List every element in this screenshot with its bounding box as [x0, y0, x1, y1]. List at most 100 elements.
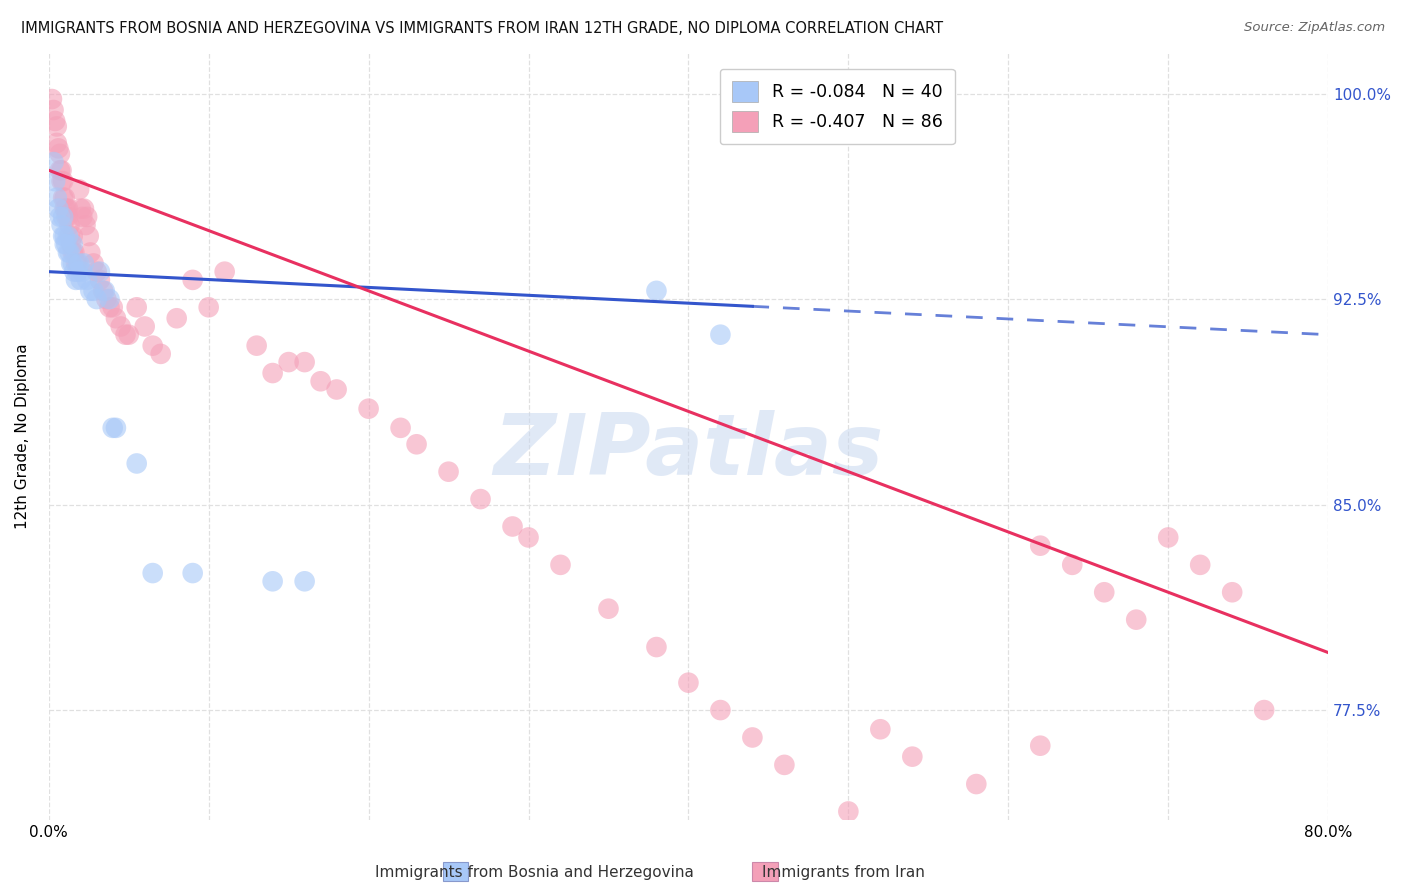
- Point: [773, 757, 796, 772]
- Point: [63, 265, 86, 279]
- Point: [65, 273, 87, 287]
- Point: [69, 273, 91, 287]
- Point: [214, 265, 236, 279]
- Point: [517, 531, 540, 545]
- Text: ZIPatlas: ZIPatlas: [494, 410, 883, 493]
- Point: [45, 191, 67, 205]
- Point: [86, 265, 108, 279]
- Point: [142, 566, 165, 580]
- Point: [42, 155, 65, 169]
- Point: [42, 103, 65, 117]
- Point: [104, 311, 127, 326]
- Point: [86, 292, 108, 306]
- Point: [110, 319, 132, 334]
- Point: [1157, 531, 1180, 545]
- Point: [62, 245, 84, 260]
- Point: [837, 805, 859, 819]
- Point: [44, 114, 66, 128]
- Point: [76, 273, 98, 287]
- Point: [75, 218, 97, 232]
- Point: [56, 210, 79, 224]
- Point: [60, 237, 83, 252]
- Point: [294, 574, 316, 589]
- Point: [98, 300, 121, 314]
- Point: [58, 218, 80, 232]
- Point: [96, 292, 118, 306]
- Point: [44, 174, 66, 188]
- Point: [72, 265, 94, 279]
- Point: [901, 749, 924, 764]
- Point: [125, 300, 148, 314]
- Point: [645, 640, 668, 654]
- Point: [56, 245, 79, 260]
- Point: [118, 327, 141, 342]
- Point: [76, 210, 98, 224]
- Point: [66, 265, 89, 279]
- Point: [53, 237, 76, 252]
- Point: [45, 120, 67, 134]
- Point: [1220, 585, 1243, 599]
- Point: [53, 229, 76, 244]
- Point: [62, 256, 84, 270]
- Point: [66, 256, 89, 270]
- Point: [101, 300, 124, 314]
- Point: [965, 777, 987, 791]
- Point: [1092, 585, 1115, 599]
- Point: [502, 519, 524, 533]
- Point: [73, 202, 96, 216]
- Point: [125, 457, 148, 471]
- Point: [79, 245, 101, 260]
- Point: [62, 237, 84, 252]
- Point: [89, 273, 111, 287]
- Point: [149, 347, 172, 361]
- Y-axis label: 12th Grade, No Diploma: 12th Grade, No Diploma: [15, 343, 30, 529]
- Point: [437, 465, 460, 479]
- Point: [72, 210, 94, 224]
- Point: [46, 202, 69, 216]
- Point: [277, 355, 299, 369]
- Text: Source: ZipAtlas.com: Source: ZipAtlas.com: [1244, 21, 1385, 34]
- Point: [51, 218, 73, 232]
- Point: [262, 574, 284, 589]
- Point: [91, 284, 114, 298]
- Point: [49, 163, 72, 178]
- Point: [197, 300, 219, 314]
- Point: [49, 146, 72, 161]
- Point: [166, 311, 188, 326]
- Point: [52, 191, 75, 205]
- Point: [56, 202, 79, 216]
- Point: [1029, 739, 1052, 753]
- Point: [58, 229, 80, 244]
- Point: [550, 558, 572, 572]
- Point: [181, 273, 204, 287]
- Point: [389, 421, 412, 435]
- Point: [63, 245, 86, 260]
- Point: [77, 229, 100, 244]
- Point: [1062, 558, 1084, 572]
- Point: [709, 327, 731, 342]
- Point: [869, 723, 891, 737]
- Text: IMMIGRANTS FROM BOSNIA AND HERZEGOVINA VS IMMIGRANTS FROM IRAN 12TH GRADE, NO DI: IMMIGRANTS FROM BOSNIA AND HERZEGOVINA V…: [21, 21, 943, 36]
- Point: [65, 256, 87, 270]
- Point: [357, 401, 380, 416]
- Point: [41, 92, 63, 106]
- Point: [142, 338, 165, 352]
- Point: [678, 675, 700, 690]
- Point: [79, 284, 101, 298]
- Point: [309, 374, 332, 388]
- Point: [246, 338, 269, 352]
- Point: [83, 284, 105, 298]
- Point: [294, 355, 316, 369]
- Point: [104, 421, 127, 435]
- Point: [73, 256, 96, 270]
- Point: [98, 292, 121, 306]
- Point: [134, 319, 156, 334]
- Point: [52, 229, 75, 244]
- Point: [89, 265, 111, 279]
- Point: [67, 256, 90, 270]
- Point: [53, 202, 76, 216]
- Point: [93, 284, 115, 298]
- Point: [51, 163, 73, 178]
- Point: [741, 731, 763, 745]
- Point: [405, 437, 427, 451]
